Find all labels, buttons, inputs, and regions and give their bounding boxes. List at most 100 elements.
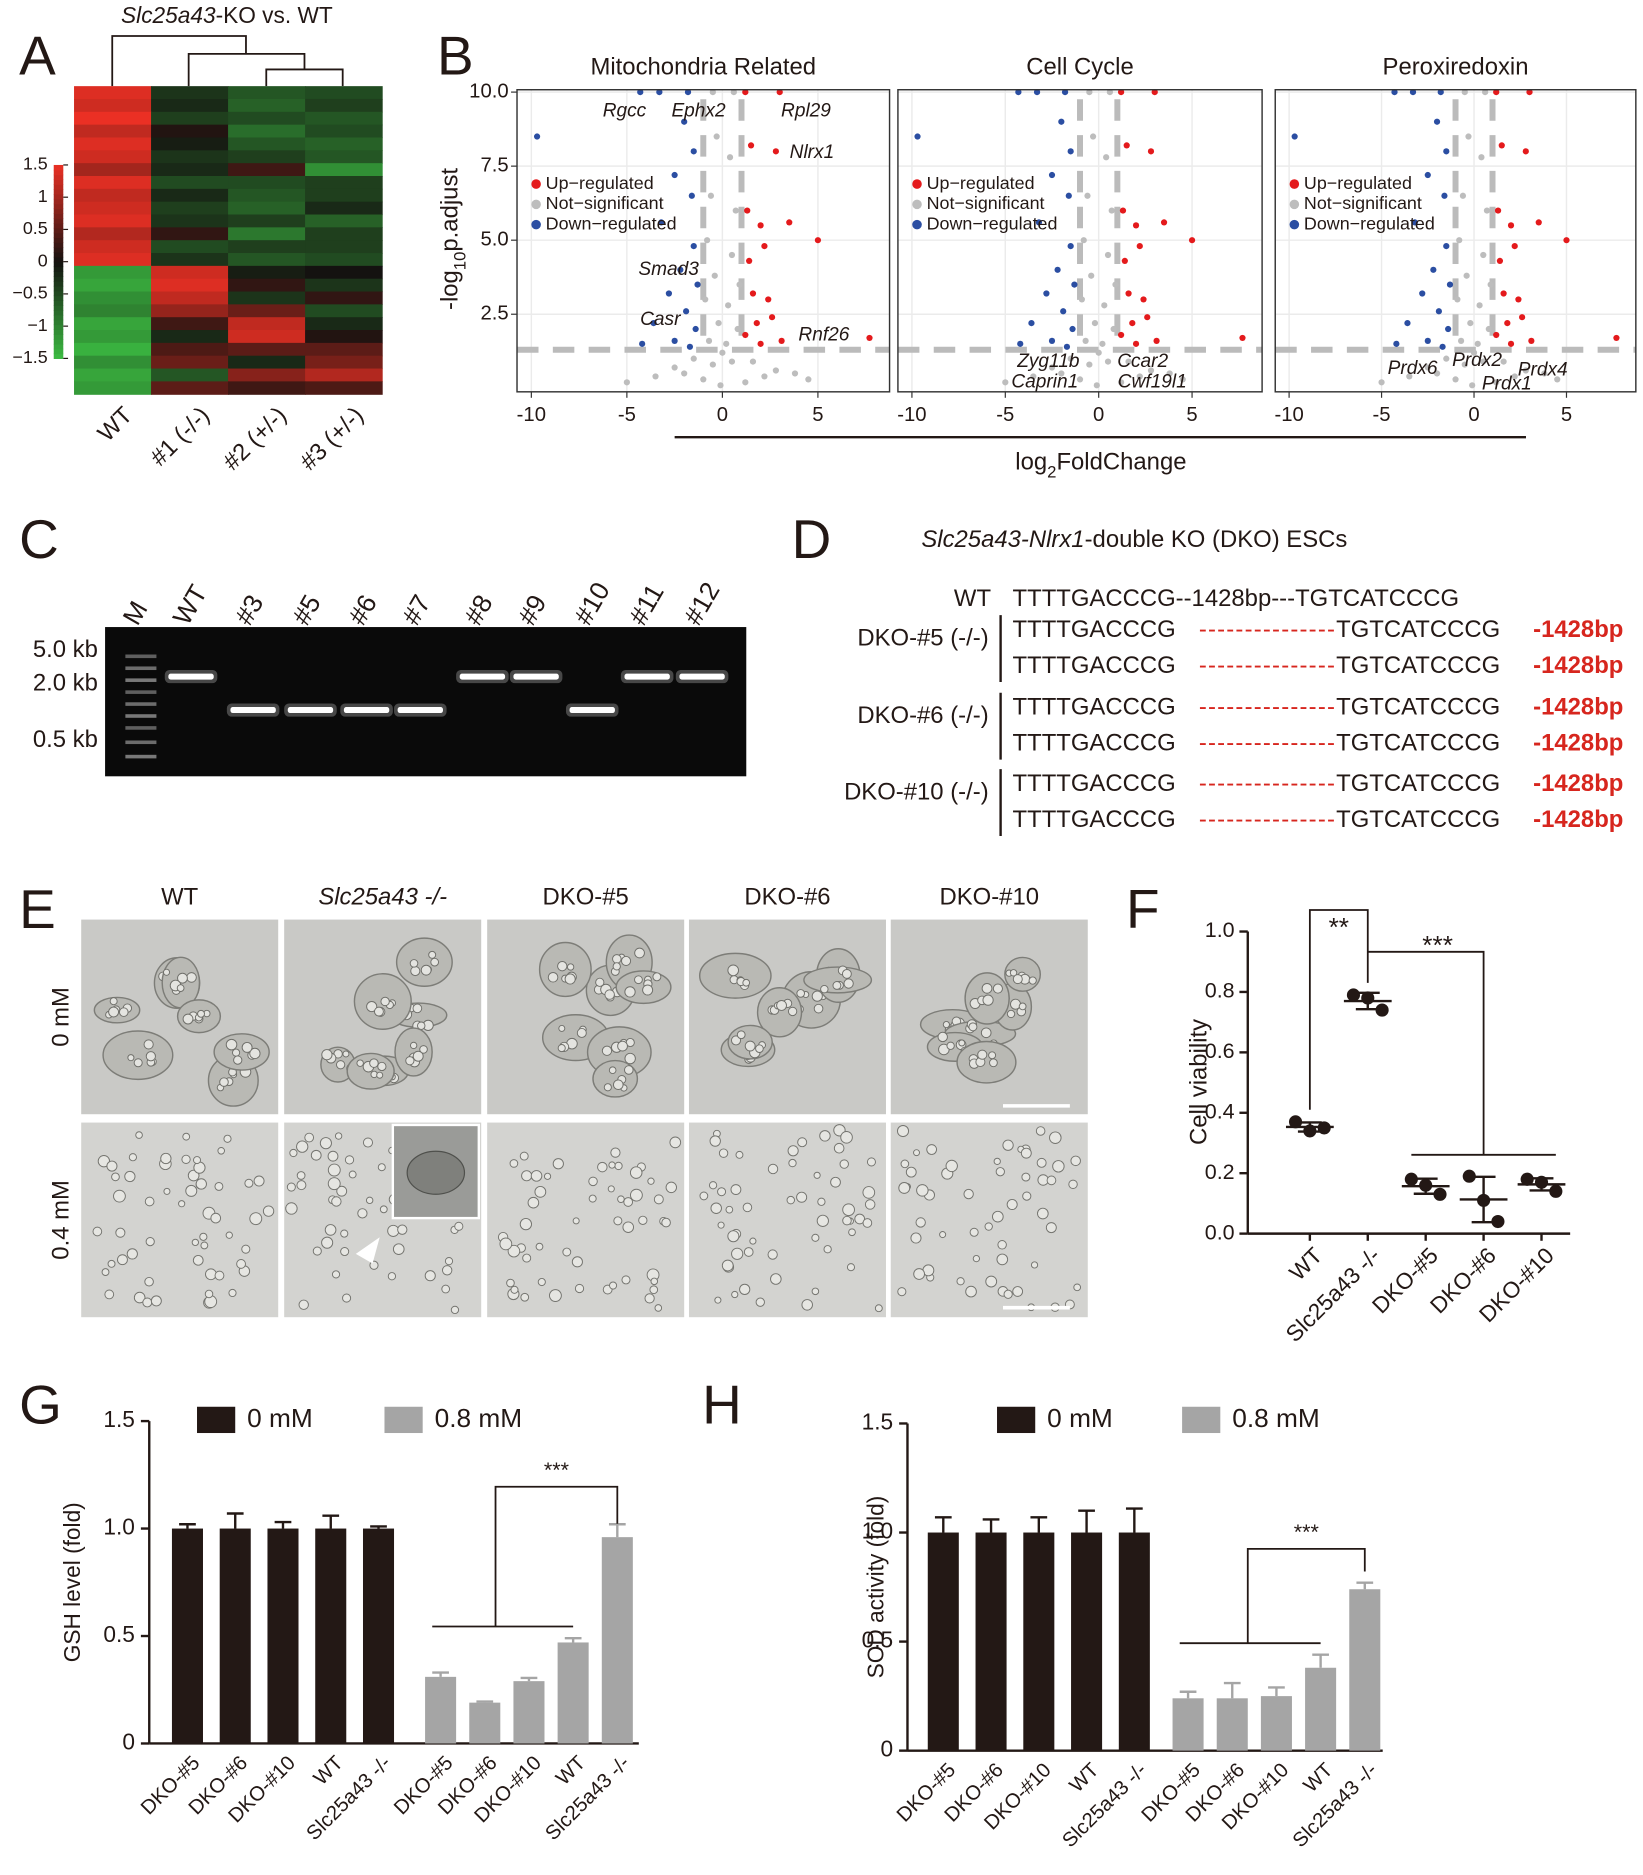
lane-label: #6	[342, 590, 383, 630]
cell	[612, 1079, 624, 1091]
legend-marker	[1289, 199, 1300, 210]
cell	[133, 1058, 143, 1068]
y-tick-label: 5.0	[480, 229, 508, 251]
point	[1493, 88, 1500, 96]
cell	[379, 1205, 388, 1214]
point	[650, 320, 657, 327]
lane-label: #11	[623, 579, 670, 630]
gene-label: Prdx6	[1388, 358, 1438, 379]
cell	[558, 1024, 566, 1032]
cell	[296, 1140, 309, 1153]
cell	[736, 1030, 746, 1040]
cell	[665, 1181, 677, 1194]
cell	[1022, 1191, 1032, 1201]
point	[1065, 192, 1072, 199]
plot-frame	[516, 89, 891, 393]
panel-label: D	[792, 508, 832, 570]
cell	[177, 972, 188, 984]
cell	[571, 1256, 583, 1268]
y-tick-label: 0.0	[1205, 1220, 1235, 1244]
point	[681, 118, 688, 125]
cell	[340, 1229, 349, 1238]
cell	[588, 1176, 598, 1187]
column-header: DKO-#10	[939, 883, 1039, 910]
cell	[1070, 1155, 1081, 1167]
cell	[597, 1161, 608, 1173]
cell	[896, 1124, 910, 1138]
column-label: WT	[93, 401, 139, 447]
label-part: -log	[437, 270, 464, 310]
heatmap-cell	[74, 214, 152, 228]
heatmap-cell	[74, 86, 152, 100]
gene-label: Nlrx1	[790, 142, 835, 163]
point	[1106, 88, 1113, 96]
point	[746, 257, 753, 265]
heatmap-cell	[74, 381, 152, 395]
legend-label: Not−significant	[1304, 193, 1422, 213]
heatmap-cell	[228, 176, 306, 190]
y-tick-label: 0.5	[862, 1627, 894, 1653]
legend-label: Up−regulated	[1304, 173, 1412, 193]
point	[1465, 133, 1472, 140]
point	[761, 243, 768, 250]
point	[1002, 379, 1009, 386]
point	[1554, 376, 1561, 383]
cell	[621, 1275, 631, 1285]
point	[1445, 325, 1452, 333]
heatmap-cell	[228, 188, 306, 203]
point	[1132, 222, 1140, 229]
heatmap-cell	[74, 317, 152, 331]
significance: ***	[1294, 1520, 1320, 1544]
point	[1443, 148, 1450, 155]
point	[1088, 272, 1095, 279]
colorbar-step	[53, 300, 64, 306]
colorbar-step	[53, 290, 64, 297]
cell	[1006, 1198, 1018, 1210]
label-part: FoldChange	[1056, 449, 1186, 476]
point	[728, 251, 736, 259]
cell	[634, 975, 643, 985]
row-header: 0.4 mM	[47, 1180, 74, 1260]
heatmap-cell	[74, 137, 152, 151]
seq-gap: ---------------	[1199, 616, 1335, 643]
cell	[1045, 1222, 1057, 1234]
cell	[387, 1272, 397, 1281]
heatmap-cell	[74, 278, 152, 293]
cell	[991, 1210, 1004, 1223]
heatmap-cell	[74, 111, 152, 126]
heatmap-cell	[305, 150, 383, 164]
point	[1482, 88, 1489, 96]
title-italic: Slc25a43-Nlrx1	[921, 526, 1084, 553]
point	[1441, 192, 1448, 199]
heatmap-cell	[151, 330, 229, 344]
point	[1375, 1003, 1389, 1017]
point	[1136, 373, 1143, 380]
cell	[289, 1148, 298, 1158]
colony	[213, 1033, 270, 1071]
cell	[813, 1003, 824, 1014]
bar	[1260, 1696, 1292, 1751]
point	[1457, 337, 1465, 344]
cell	[572, 1217, 580, 1225]
cell	[192, 1254, 204, 1266]
point	[1541, 370, 1548, 377]
heatmap-cell	[151, 253, 229, 267]
point	[1461, 361, 1468, 368]
point	[1504, 320, 1511, 327]
cell	[905, 1166, 917, 1178]
cell	[223, 1134, 232, 1143]
cell	[617, 1040, 628, 1052]
heatmap-cell	[151, 214, 229, 228]
heatmap-cell	[151, 278, 229, 293]
cell	[796, 1191, 808, 1203]
point	[694, 281, 701, 288]
heatmap-cell	[151, 265, 229, 280]
point	[1086, 361, 1093, 368]
cell	[199, 1232, 208, 1241]
band	[513, 673, 559, 680]
cell	[336, 1060, 346, 1070]
colony	[956, 1040, 1017, 1084]
point	[866, 334, 873, 342]
heatmap-cell	[151, 355, 229, 370]
point	[814, 237, 822, 244]
